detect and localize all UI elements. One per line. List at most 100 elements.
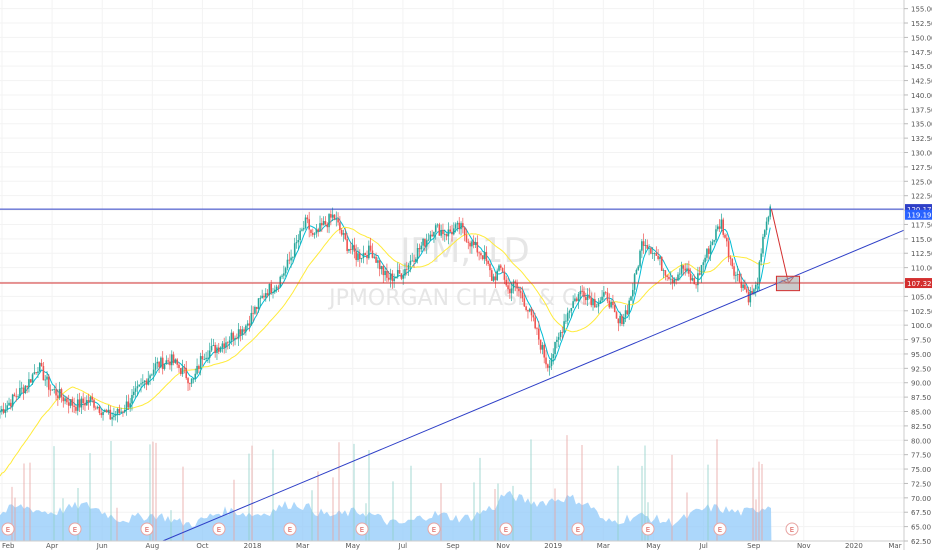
earnings-marker-future[interactable]: E — [785, 522, 799, 536]
candle-body — [84, 403, 86, 406]
candle-body — [460, 223, 462, 230]
candle-body — [758, 261, 761, 284]
candle-body — [527, 310, 529, 312]
projection-arrow-line[interactable] — [770, 208, 789, 284]
candle-body — [239, 329, 242, 335]
candle-body — [64, 398, 66, 402]
earnings-marker[interactable]: E — [68, 522, 82, 536]
time-tick-label: Jun — [96, 542, 108, 550]
candle-body — [566, 312, 569, 321]
candle-body — [528, 308, 531, 312]
candle-body — [82, 398, 84, 404]
candle-body — [192, 378, 195, 380]
candle-body — [624, 310, 627, 318]
earnings-marker[interactable]: E — [283, 522, 297, 536]
candle-body — [472, 241, 475, 246]
candle-body — [532, 315, 535, 318]
candle-body — [599, 300, 602, 303]
candle-body — [633, 274, 636, 290]
earnings-marker[interactable]: E — [641, 522, 655, 536]
earnings-marker[interactable]: E — [1, 522, 15, 536]
price-label-bg — [905, 278, 932, 289]
candle-body — [622, 317, 625, 325]
candle-body — [237, 329, 240, 339]
candle-body — [252, 312, 254, 314]
candle-body — [232, 332, 235, 340]
candle-body — [6, 405, 9, 410]
candle-body — [490, 270, 493, 281]
candle-body — [357, 253, 359, 261]
earnings-marker[interactable]: E — [212, 522, 226, 536]
earnings-circle — [140, 522, 154, 536]
candle-body — [462, 223, 464, 228]
candle-body — [679, 273, 681, 275]
time-tick-label: Sep — [446, 542, 460, 550]
candle-body — [165, 360, 168, 364]
candle-body — [104, 410, 106, 412]
time-tick-label: Sep — [747, 542, 761, 550]
candle-body — [22, 387, 25, 394]
price-tick-label: 125.00 — [911, 178, 932, 186]
candle-body — [680, 265, 683, 274]
projection[interactable] — [770, 208, 801, 292]
earnings-marker[interactable]: E — [499, 522, 513, 536]
time-axis[interactable]: Feb Apr Jun Aug Oct 2018 Mar May Jul Sep Nov 2019 Ma… — [0, 540, 904, 550]
candle-body — [178, 364, 180, 368]
candle-body — [418, 248, 421, 250]
price-tick-label: 150.00 — [911, 34, 932, 42]
candle-body — [427, 239, 430, 241]
candle-body — [536, 328, 538, 330]
candle-body — [691, 278, 694, 281]
candle-body — [35, 372, 37, 374]
price-axis[interactable]: 155.00 152.50 150.00 147.50 145.00 142.50 140.… — [903, 0, 932, 550]
candle-body — [507, 285, 509, 290]
candle-body — [210, 345, 213, 351]
earnings-label: E — [718, 526, 722, 534]
price-tick-label: 105.00 — [911, 293, 932, 301]
target-zone-box[interactable] — [775, 275, 801, 292]
candle-body — [13, 394, 16, 397]
earnings-label: E — [288, 526, 292, 534]
candle-body — [227, 342, 229, 344]
candle-body — [494, 276, 497, 281]
candle-body — [42, 366, 45, 381]
candle-body — [44, 379, 46, 381]
candle-body — [62, 397, 65, 402]
earnings-circle — [1, 522, 15, 536]
candle-body — [284, 268, 287, 274]
time-tick-label: Feb — [2, 542, 15, 550]
earnings-marker[interactable]: E — [713, 522, 727, 536]
time-tick-label: 2018 — [244, 542, 262, 550]
candle-body — [425, 240, 428, 247]
earnings-marker[interactable]: E — [140, 522, 154, 536]
earnings-marker[interactable]: E — [355, 522, 369, 536]
earnings-marker[interactable]: E — [427, 522, 441, 536]
candle-body — [358, 253, 361, 260]
candle-body — [46, 376, 48, 380]
candle-body — [187, 378, 189, 384]
price-tick-label: 95.00 — [911, 351, 931, 359]
candle-body — [669, 278, 672, 280]
candle-body — [396, 269, 399, 277]
candle-body — [753, 289, 755, 295]
candle-body — [398, 269, 401, 274]
candle-body — [0, 411, 1, 413]
candle-body — [606, 292, 609, 301]
candle-body — [496, 270, 498, 281]
volume-series — [0, 435, 772, 541]
candle-body — [127, 401, 130, 408]
candle-body — [154, 363, 157, 370]
candle-body — [145, 380, 148, 385]
candle-body — [626, 310, 629, 315]
earnings-marker[interactable]: E — [571, 522, 585, 536]
candle-body — [706, 248, 708, 258]
earnings-circle — [785, 522, 799, 536]
candle-body — [250, 312, 253, 326]
candle-body — [196, 365, 198, 374]
candle-body — [516, 283, 518, 289]
price-tick-label: 145.00 — [911, 63, 932, 71]
candle-body — [228, 340, 231, 343]
